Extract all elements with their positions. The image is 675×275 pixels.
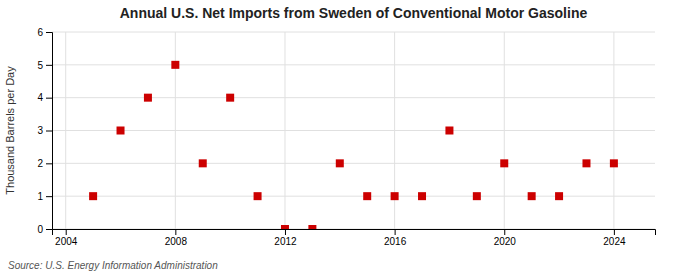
y-axis-tick-mark [46, 229, 52, 230]
point [500, 159, 508, 167]
x-axis-tick-mark [285, 229, 286, 235]
y-axis-tick-label: 6 [37, 27, 43, 38]
x-axis-tick-mark [504, 229, 505, 235]
y-grid-line [52, 97, 655, 98]
x-axis-tick: 2020 [494, 229, 517, 247]
y-axis-tick-label: 5 [37, 60, 43, 71]
x-axis-tick-label: 2016 [384, 236, 407, 247]
point [582, 159, 590, 167]
x-axis-tick-mark [66, 229, 67, 235]
x-axis-tick-label: 2004 [55, 236, 78, 247]
y-axis: 0 1 2 3 4 5 6 [37, 27, 52, 235]
y-axis-tick: 0 [37, 224, 52, 235]
x-axis-line [53, 230, 656, 236]
x-axis-tick-label: 2020 [494, 236, 517, 247]
point [254, 192, 262, 200]
y-axis-tick-mark [46, 65, 52, 66]
y-axis-tick: 3 [37, 125, 52, 136]
point [117, 127, 125, 135]
point [171, 61, 179, 69]
x-axis-tick: 2024 [603, 229, 626, 247]
y-axis-tick: 6 [37, 27, 52, 38]
x-axis-tick: 2016 [384, 229, 407, 247]
y-axis-tick-label: 0 [37, 224, 43, 235]
point [528, 192, 536, 200]
y-axis-tick-mark [46, 163, 52, 164]
point [89, 192, 97, 200]
y-axis-tick-mark [46, 32, 52, 33]
x-axis-tick-label: 2024 [603, 236, 626, 247]
y-axis-tick: 4 [37, 92, 52, 103]
y-axis-tick-label: 1 [37, 191, 43, 202]
x-axis-tick-mark [614, 229, 615, 235]
x-axis: 2004 2008 2012 2016 2020 2024 [53, 229, 656, 247]
points [89, 61, 618, 229]
point [363, 192, 371, 200]
point [610, 159, 618, 167]
y-axis-tick-mark [46, 98, 52, 99]
y-axis-tick-label: 2 [37, 158, 43, 169]
x-grid-line [65, 32, 66, 229]
x-axis-tick: 2004 [55, 229, 78, 247]
x-grid-line [504, 32, 505, 229]
y-axis-tick: 5 [37, 60, 52, 71]
x-grid-line [613, 32, 614, 229]
y-axis-line [46, 33, 53, 230]
y-axis-tick-mark [46, 131, 52, 132]
x-axis-tick-label: 2008 [165, 236, 188, 247]
point [144, 94, 152, 102]
title: Annual U.S. Net Imports from Sweden of C… [120, 5, 588, 21]
x-axis-tick-mark [395, 229, 396, 235]
chart-svg: 2004 2008 2012 2016 2020 2024 0 1 2 3 4 5 6 Annual U.… [0, 0, 675, 275]
x-axis-tick-mark [175, 229, 176, 235]
point [418, 192, 426, 200]
point [308, 225, 316, 229]
point [445, 127, 453, 135]
y-grid-line [52, 64, 655, 65]
y-axis-tick: 1 [37, 191, 52, 202]
grid [52, 32, 655, 229]
x-axis-tick: 2008 [165, 229, 188, 247]
plot-area: 2004 2008 2012 2016 2020 2024 0 1 2 3 4 5 6 [37, 27, 655, 247]
y-grid-line [52, 130, 655, 131]
y-grid-line [52, 32, 655, 33]
point [555, 192, 563, 200]
point [226, 94, 234, 102]
x-axis-tick-label: 2012 [274, 236, 297, 247]
x-grid-line [284, 32, 285, 229]
source-note: Source: U.S. Energy Information Administ… [8, 260, 218, 271]
point [336, 159, 344, 167]
y-axis-tick: 2 [37, 158, 52, 169]
y-axis-tick-label: 4 [37, 92, 43, 103]
point [199, 159, 207, 167]
y-axis-title: Thousand Barrels per Day [4, 66, 16, 195]
y-axis-tick-label: 3 [37, 125, 43, 136]
x-axis-tick: 2012 [274, 229, 297, 247]
point [473, 192, 481, 200]
point [391, 192, 399, 200]
y-axis-tick-mark [46, 196, 52, 197]
y-grid-line [52, 163, 655, 164]
point [281, 225, 289, 229]
y-grid-line [52, 196, 655, 197]
